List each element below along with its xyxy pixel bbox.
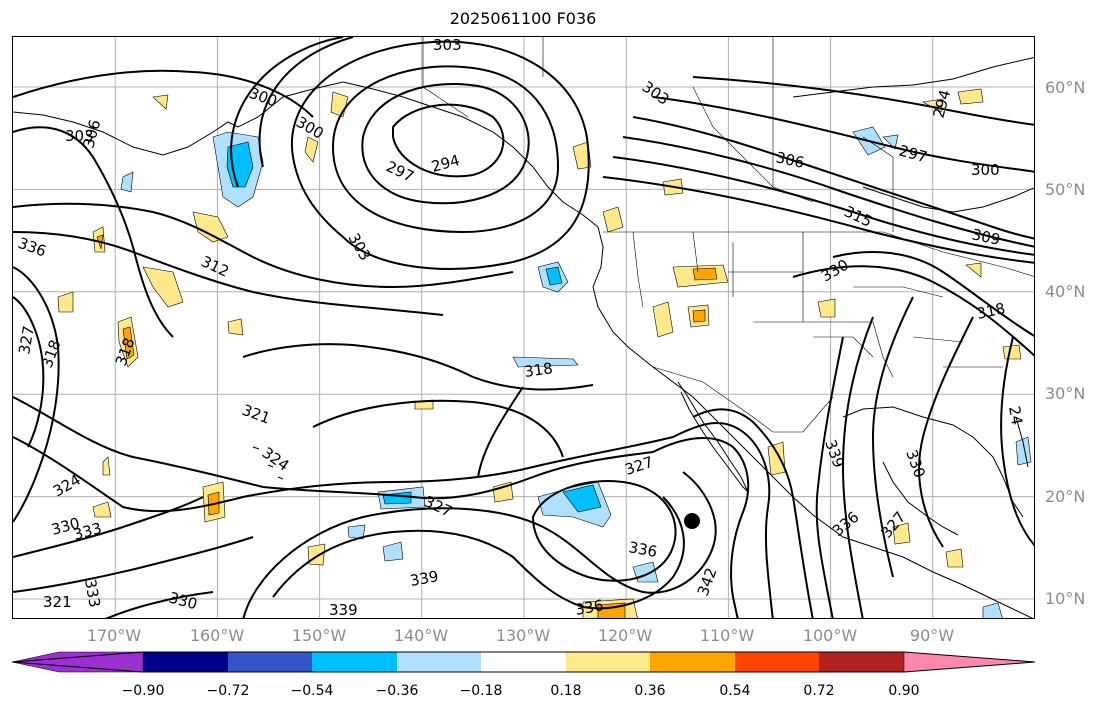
colorbar-tick: −0.90 xyxy=(121,683,165,699)
colorbar-tick: −0.54 xyxy=(290,683,334,699)
map-canvas: 303 303 300 303 306 300 294 297 303 312 … xyxy=(13,37,1034,619)
contour-label: 318 xyxy=(112,335,139,368)
colorbar-tick: 0.72 xyxy=(803,683,835,699)
contour-label: 330 xyxy=(902,447,929,480)
lon-label-130w: 130°W xyxy=(495,626,551,645)
lat-label-10n: 10°N xyxy=(1045,589,1086,608)
contour-label: 24 xyxy=(1005,405,1026,427)
colorbar-swatch xyxy=(566,652,650,672)
contour-label: 327 xyxy=(623,453,656,479)
colorbar-swatch xyxy=(481,652,566,672)
contour-label: 318 xyxy=(523,359,554,381)
lon-label-90w: 90°W xyxy=(909,626,955,645)
map-frame[interactable]: 303 303 300 303 306 300 294 297 303 312 … xyxy=(12,36,1035,619)
contour-label: 306 xyxy=(79,118,104,150)
contour-label: 324 xyxy=(259,444,293,475)
lon-label-100w: 100°W xyxy=(802,626,858,645)
contour-label: 324 xyxy=(50,471,84,501)
contour-label: 303 xyxy=(433,37,462,54)
lon-label-150w: 150°W xyxy=(291,626,347,645)
colorbar-swatch xyxy=(312,652,397,672)
map-title: 2025061100 F036 xyxy=(449,9,597,28)
lat-label-30n: 30°N xyxy=(1045,384,1086,403)
contour-label: 297 xyxy=(897,141,929,166)
colorbar-tick: 0.36 xyxy=(634,683,666,699)
colorbar-tick: 0.18 xyxy=(550,683,582,699)
contour-label: 321 xyxy=(43,593,72,611)
colorbar-swatch xyxy=(228,652,312,672)
contour-label: 303 xyxy=(639,78,673,109)
contour-label: 339 xyxy=(409,567,440,590)
colorbar-swatch xyxy=(143,652,228,672)
colorbar xyxy=(11,651,1036,673)
contour-label: 336 xyxy=(627,538,658,561)
lat-label-40n: 40°N xyxy=(1045,282,1086,301)
contour-label: 297 xyxy=(383,157,417,185)
contour-label: 336 xyxy=(574,596,605,619)
contour-label: 327 xyxy=(15,324,38,355)
colorbar-swatch xyxy=(735,652,819,672)
contour-label: 309 xyxy=(970,225,1002,249)
lat-label-60n: 60°N xyxy=(1045,78,1086,97)
colorbar-swatch xyxy=(903,651,1036,673)
contour-label: 339 xyxy=(329,601,358,619)
contour-label: 300 xyxy=(971,161,1000,179)
colorbar-tick: 0.54 xyxy=(719,683,751,699)
contour-label: 294 xyxy=(429,151,461,176)
lat-label-20n: 20°N xyxy=(1045,487,1086,506)
shaded-anomalies xyxy=(57,88,1032,618)
lon-label-120w: 120°W xyxy=(597,626,653,645)
colorbar-tick: −0.72 xyxy=(206,683,250,699)
colorbar-outline xyxy=(11,651,1036,673)
contour-label: 330 xyxy=(167,588,199,613)
colorbar-tick: 0.90 xyxy=(888,683,920,699)
contour-label: 315 xyxy=(841,202,875,230)
contour-label: 336 xyxy=(16,234,49,261)
graticule xyxy=(13,37,1034,618)
contour-label: 318 xyxy=(975,299,1007,323)
lon-label-110w: 110°W xyxy=(699,626,755,645)
contour-label: 330 xyxy=(818,256,852,286)
contour-label: 336 xyxy=(829,508,863,540)
contour-label: 333 xyxy=(81,578,104,609)
lon-label-170w: 170°W xyxy=(86,626,142,645)
colorbar-tick: −0.18 xyxy=(459,683,503,699)
storm-center-dot xyxy=(684,513,700,529)
lon-label-140w: 140°W xyxy=(393,626,449,645)
contour-label: 303 xyxy=(345,230,375,264)
lon-label-160w: 160°W xyxy=(189,626,245,645)
lat-label-50n: 50°N xyxy=(1045,180,1086,199)
colorbar-swatch xyxy=(819,652,904,672)
colorbar-tick: −0.36 xyxy=(375,683,419,699)
contour-label: 342 xyxy=(694,565,721,598)
contour-label: 303 xyxy=(65,127,94,145)
colorbar-swatch xyxy=(650,652,735,672)
contour-lines xyxy=(13,37,1034,618)
contour-label: 321 xyxy=(240,401,273,428)
contour-label: 306 xyxy=(774,148,806,172)
contour-label: 318 xyxy=(38,337,65,370)
colorbar-swatch xyxy=(397,652,481,672)
colorbar-swatch xyxy=(11,651,144,673)
